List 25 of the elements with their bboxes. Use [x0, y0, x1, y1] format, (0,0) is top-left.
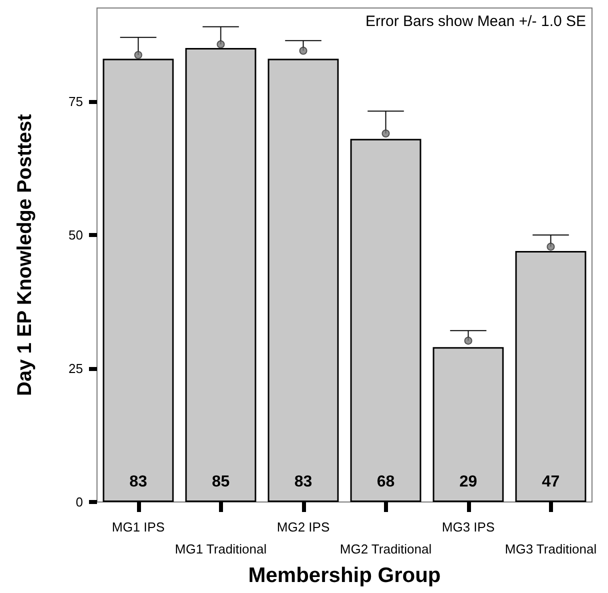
- data-label: 68: [376, 474, 395, 490]
- point: [216, 40, 225, 48]
- x-tick-label: MG2 Traditional: [340, 542, 432, 556]
- point: [546, 242, 555, 251]
- y-axis-title: Day 1 EP Knowledge Posttest: [14, 114, 36, 396]
- x-tick-label: MG2 IPS: [276, 520, 330, 534]
- data-label: 47: [542, 474, 560, 490]
- point: [134, 51, 142, 59]
- x-axis-title: Membership Group: [248, 564, 441, 587]
- data-label: 83: [129, 474, 148, 490]
- data-label: 83: [294, 474, 312, 490]
- y-tick-label: 50: [68, 227, 83, 242]
- data-label: 85: [212, 474, 230, 490]
- x-tick-label: MG1 Traditional: [174, 542, 267, 556]
- x-tick-label: MG3 Traditional: [504, 542, 597, 556]
- data-label: 29: [459, 474, 478, 490]
- point: [464, 336, 472, 345]
- annotation: Error Bars show Mean +/- 1.0 SE: [365, 13, 586, 30]
- y-tick-label: 25: [68, 360, 83, 376]
- x-tick-label: MG3 IPS: [442, 520, 495, 534]
- y-tick-label: 75: [68, 94, 83, 109]
- point: [382, 130, 390, 138]
- point: [299, 46, 308, 55]
- y-tick-label: 0: [76, 494, 83, 510]
- x-tick-label: MG1 IPS: [112, 520, 165, 534]
